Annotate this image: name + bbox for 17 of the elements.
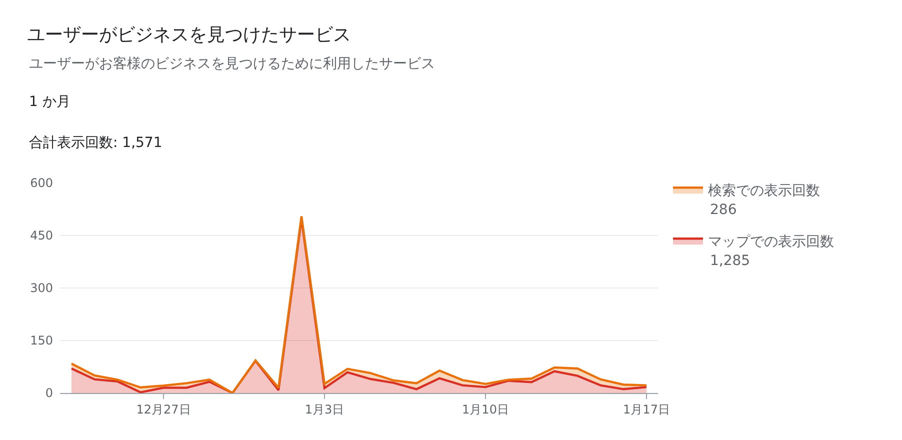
y-tick-label: 0 xyxy=(45,386,53,400)
y-tick-label: 150 xyxy=(30,334,53,348)
x-tick-label: 1月3日 xyxy=(304,402,344,416)
y-tick-label: 300 xyxy=(30,281,53,296)
text: 1,285 xyxy=(710,253,750,269)
x-tick-label: 1月10日 xyxy=(462,402,509,416)
legend-label: 検索での表示回数 xyxy=(708,183,820,200)
x-tick-label: 1月17日 xyxy=(623,402,670,416)
y-tick-label: 450 xyxy=(30,228,53,243)
y-tick-label: 600 xyxy=(30,176,53,190)
chart-title: ユーザーがビジネスを見つけたサービス xyxy=(27,24,351,46)
text: 1 か月 xyxy=(29,94,70,110)
chart-subtitle: ユーザーがお客様のビジネスを見つけるために利用したサービス xyxy=(29,56,435,72)
text: 286 xyxy=(710,202,737,218)
text: 合計表示回数: 1,571 xyxy=(29,135,162,151)
x-tick-label: 12月27日 xyxy=(136,402,191,416)
legend-label: マップでの表示回数 xyxy=(708,234,834,250)
